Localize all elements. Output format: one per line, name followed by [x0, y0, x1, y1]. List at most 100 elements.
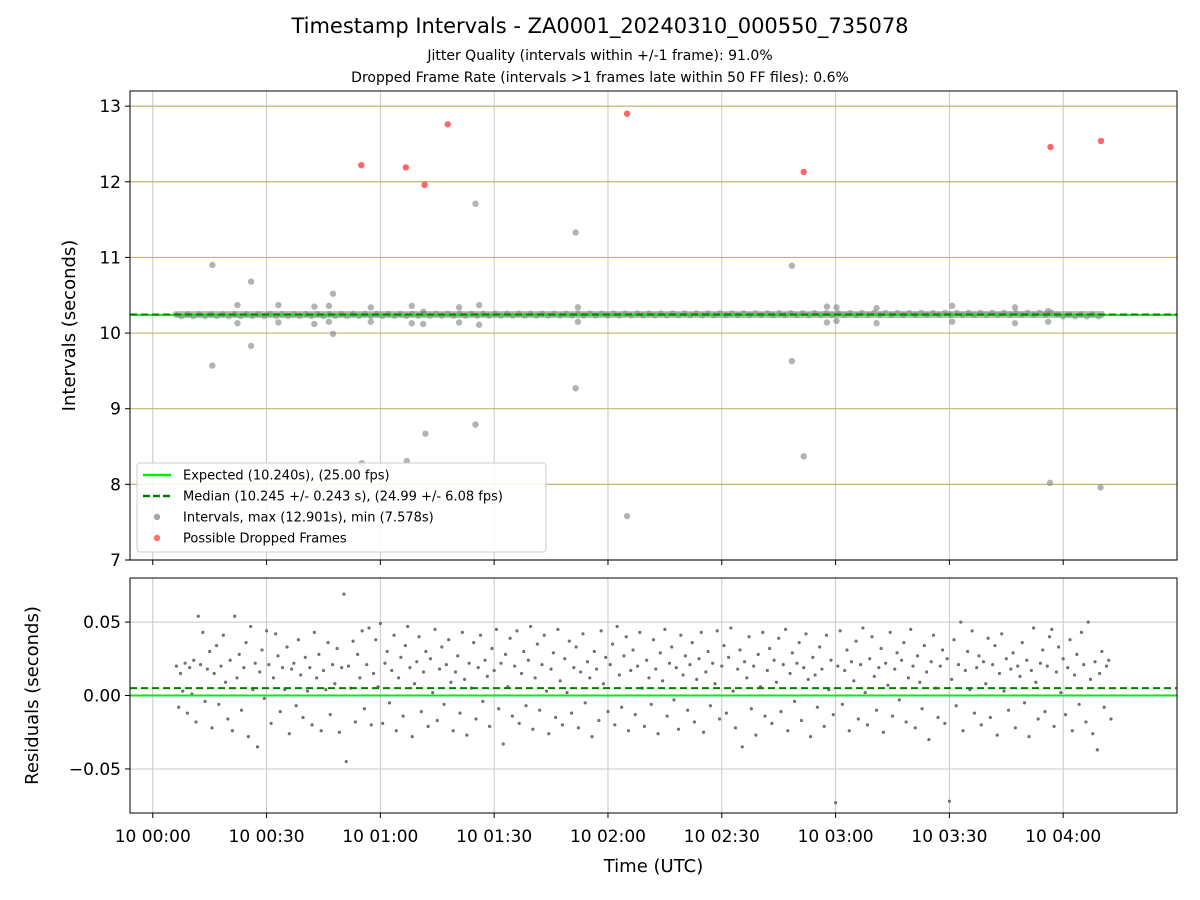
residual-point: [788, 671, 792, 676]
residual-point: [779, 710, 783, 714]
residual-point: [1063, 712, 1068, 717]
residual-point: [651, 638, 656, 642]
residual-point: [451, 729, 455, 733]
top-ytick-label: 12: [99, 173, 121, 193]
residual-point: [198, 663, 203, 667]
residual-point: [394, 729, 398, 733]
residual-point: [947, 799, 951, 803]
x-axis-label: Time (UTC): [603, 856, 704, 877]
residual-point: [271, 676, 275, 680]
residual-point: [820, 667, 824, 671]
bottom-ytick-label: 0.05: [83, 613, 121, 633]
residual-point: [656, 732, 660, 736]
interval-point: [325, 318, 333, 325]
residual-point: [253, 661, 257, 665]
residual-point: [963, 668, 967, 673]
interval-point: [422, 430, 429, 437]
residual-point: [859, 663, 863, 667]
residual-point: [715, 629, 719, 633]
residual-point: [854, 639, 858, 643]
residuals-panel: −0.05 0.00 0.05 10 00:00 10 00:30 10 01:00 10 …: [22, 577, 1178, 877]
residual-point: [344, 759, 348, 764]
residual-point: [1034, 680, 1038, 684]
residual-point: [742, 660, 747, 664]
residual-point: [181, 689, 185, 693]
legend-label: Possible Dropped Frames: [183, 532, 347, 547]
residual-point: [724, 711, 728, 715]
residual-point: [1079, 630, 1084, 634]
residual-point: [1104, 664, 1109, 668]
residual-point: [280, 665, 285, 670]
residual-point: [824, 633, 829, 637]
residual-point: [353, 720, 357, 724]
legend-label: Intervals, max (12.901s), min (7.578s): [183, 511, 434, 526]
residual-point: [713, 682, 717, 686]
residual-point: [904, 720, 908, 724]
residual-point: [761, 630, 765, 634]
residual-point: [745, 676, 749, 680]
residual-point: [692, 720, 697, 724]
residual-point: [679, 633, 683, 637]
residual-point: [984, 682, 988, 686]
residual-point: [533, 676, 537, 680]
residual-point: [1025, 658, 1029, 662]
residual-point: [615, 624, 619, 629]
residual-point: [1102, 705, 1106, 709]
interval-point: [1011, 320, 1019, 327]
residual-point: [481, 699, 485, 703]
legend-label: Expected (10.240s), (25.00 fps): [183, 469, 390, 484]
residual-point: [483, 658, 487, 662]
residual-point: [645, 658, 649, 662]
residual-point: [701, 730, 706, 734]
residual-point: [458, 711, 462, 715]
interval-point: [572, 385, 579, 392]
bottom-xtick-label: 10 02:30: [684, 827, 760, 847]
bottom-xtick-label: 10 03:00: [798, 827, 874, 847]
residual-point: [604, 655, 608, 659]
residual-point: [811, 655, 815, 659]
residual-point: [237, 652, 241, 656]
residual-point: [319, 729, 323, 733]
residual-point: [977, 654, 981, 658]
residual-point: [674, 665, 678, 670]
residual-point: [952, 638, 956, 642]
residual-point: [1075, 652, 1079, 656]
residual-point: [925, 670, 929, 674]
residual-point: [560, 723, 565, 727]
residual-point: [629, 668, 633, 673]
residual-point: [613, 723, 617, 727]
residual-point: [635, 664, 640, 668]
residual-point: [296, 638, 301, 642]
residual-point: [212, 671, 216, 676]
residual-point: [868, 657, 872, 661]
interval-point: [1044, 307, 1052, 315]
bottom-xtick-label: 10 00:30: [229, 827, 305, 847]
residual-point: [699, 630, 703, 634]
residual-point: [365, 663, 369, 667]
residual-point: [435, 718, 439, 723]
residual-point: [690, 641, 694, 645]
residual-point: [733, 726, 738, 730]
interval-point: [833, 317, 840, 325]
residual-point: [922, 643, 926, 648]
residual-point: [970, 629, 974, 633]
residual-point: [337, 730, 341, 734]
residual-point: [592, 649, 596, 654]
residual-point: [501, 742, 505, 746]
residual-point: [442, 702, 446, 706]
interval-point: [408, 320, 415, 327]
residual-point: [966, 649, 970, 654]
bottom-xtick-label: 10 00:00: [115, 827, 191, 847]
residual-point: [1100, 649, 1104, 654]
residual-point: [1095, 748, 1099, 752]
interval-point: [873, 304, 880, 312]
residual-point: [861, 626, 865, 630]
residual-point: [392, 633, 396, 637]
residual-point: [804, 632, 808, 636]
residual-point: [617, 673, 621, 677]
residual-point: [576, 726, 580, 730]
residual-point: [262, 696, 266, 701]
residual-point: [736, 667, 740, 671]
residual-point: [620, 705, 624, 709]
residual-point: [492, 668, 496, 673]
